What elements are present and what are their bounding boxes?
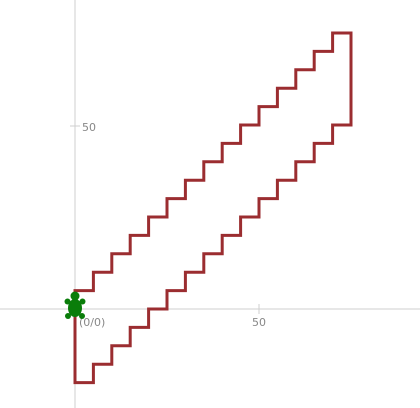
turtle-icon[interactable] <box>64 291 86 320</box>
turtle-head <box>70 291 80 301</box>
turtle-trail <box>73 31 353 385</box>
x-axis-tick-label: 50 <box>252 316 266 329</box>
turtle-leg-front-right <box>79 298 86 305</box>
turtle-leg-front-left <box>64 298 71 305</box>
turtle-leg-back-right <box>79 313 85 319</box>
origin-label: (0/0) <box>79 316 105 329</box>
turtle-leg-back-left <box>65 313 71 319</box>
y-axis-tick-label: 50 <box>82 121 96 134</box>
turtle-shell <box>68 299 82 317</box>
